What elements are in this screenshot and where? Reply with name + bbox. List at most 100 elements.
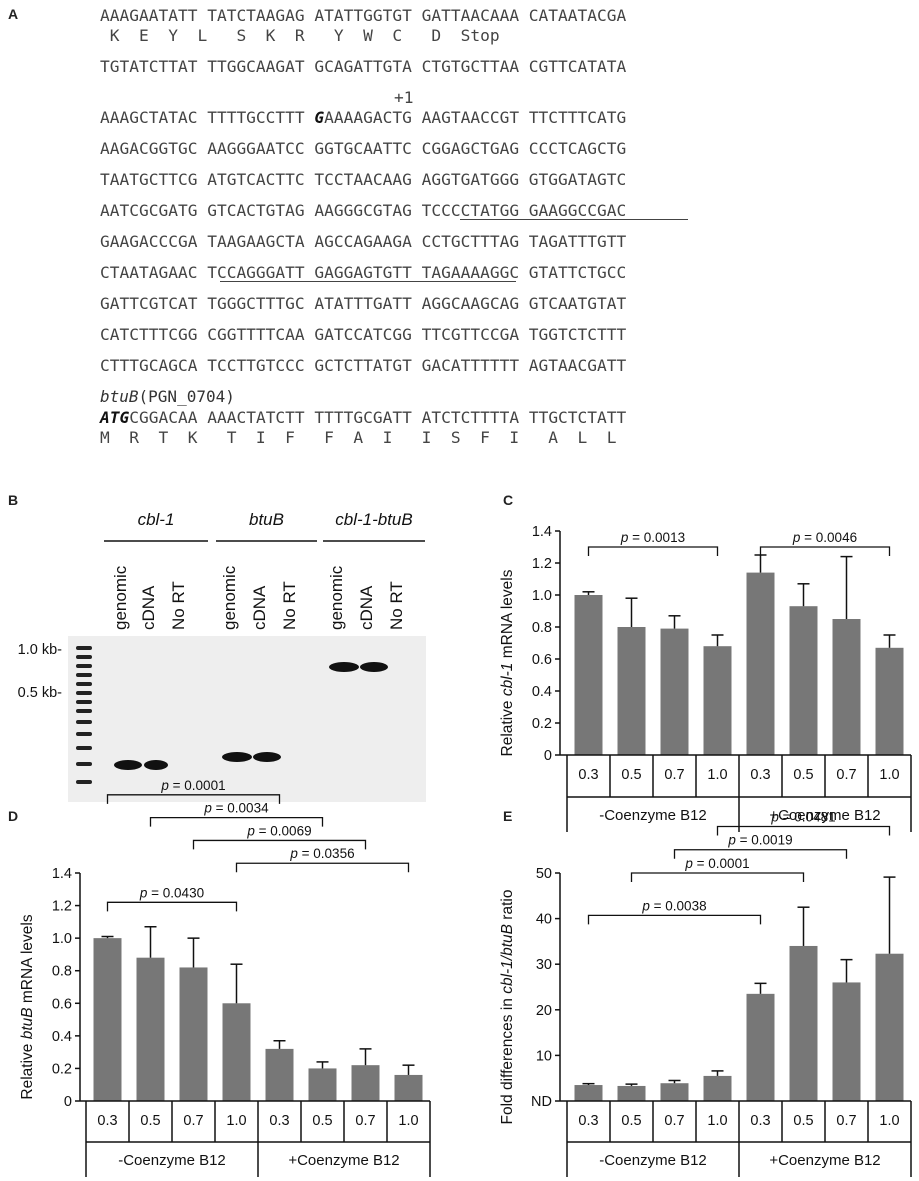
p-symbol: p <box>770 809 779 824</box>
lane-label: cDNA <box>250 585 269 630</box>
y-axis-label: Relative btuB mRNA levels <box>19 914 36 1099</box>
y-tick-label: 0.4 <box>52 1029 72 1045</box>
sequence-line: TGTATCTTAT TTGGCAAGAT GCAGATTGTA CTGTGCT… <box>100 57 627 76</box>
y-tick-label: 1.2 <box>532 556 552 572</box>
sequence-line: AAGACGGTGC AAGGGAATCC GGTGCAATTC CGGAGCT… <box>100 139 627 158</box>
p-value: = 0.0034 <box>212 801 269 816</box>
x-tick-label: 1.0 <box>879 767 899 783</box>
group-label: -Coenzyme B12 <box>599 807 707 824</box>
x-tick-label: 0.5 <box>621 767 641 783</box>
x-tick-label: 1.0 <box>707 1113 727 1129</box>
panel-label-b: B <box>8 492 19 508</box>
bar <box>308 1068 337 1101</box>
dna-band <box>144 760 168 770</box>
ladder-band <box>76 664 92 668</box>
chart-d: 0 0.2 0.4 0.6 0.8 1.0 1.2 1.4 Relative btuB mRNA… <box>19 778 431 1177</box>
p-symbol: p <box>246 823 255 838</box>
x-tick-label: 1.0 <box>226 1113 246 1129</box>
ladder-band <box>76 691 92 695</box>
sequence-line: CTAATAGAAC TCCAGGGATT GAGGAGTGTT TAGAAAA… <box>100 263 627 282</box>
gene-id: (PGN_0704) <box>138 387 235 406</box>
ladder-band <box>76 682 92 686</box>
ladder-band <box>76 762 92 766</box>
p-value-label: p = 0.0013 <box>620 530 685 545</box>
y-axis-label-part: ratio <box>499 890 516 924</box>
bar <box>136 957 165 1101</box>
y-tick-label: 40 <box>536 912 552 928</box>
bar <box>351 1065 380 1101</box>
lane-group-label: cbl-1 <box>138 510 175 529</box>
p-value-label: p = 0.0019 <box>727 833 792 848</box>
p-value-label: p = 0.0430 <box>139 885 204 900</box>
bar <box>660 628 689 755</box>
bar <box>660 1083 689 1101</box>
lane-label: No RT <box>280 581 299 630</box>
lane-label: genomic <box>220 565 239 630</box>
bar <box>875 647 904 755</box>
lane-label: No RT <box>169 581 188 630</box>
p-value-label: p = 0.0356 <box>289 846 354 861</box>
lane-label: cDNA <box>139 585 158 630</box>
sequence-line: AATCGCGATG GTCACTGTAG AAGGGCGTAG TCCCCTA… <box>100 201 627 220</box>
bar <box>789 945 818 1101</box>
primer-underline <box>220 281 516 282</box>
group-label: -Coenzyme B12 <box>599 1152 707 1169</box>
x-tick-label: 0.3 <box>578 1113 598 1129</box>
x-tick-label: 0.3 <box>269 1113 289 1129</box>
bar <box>179 967 208 1101</box>
bar <box>93 938 122 1101</box>
sequence-line: TAATGCTTCG ATGTCACTTC TCCTAACAAG AGGTGAT… <box>100 170 627 189</box>
bar <box>832 619 861 755</box>
ladder-band <box>76 700 92 704</box>
sequence-line: CATCTTTCGG CGGTTTTCAA GATCCATCGG TTCGTTC… <box>100 325 627 344</box>
lane-group-label: btuB <box>249 510 284 529</box>
significance-bracket <box>716 825 891 836</box>
x-tick-label: 0.7 <box>836 1113 856 1129</box>
significance-bracket <box>759 546 891 556</box>
y-tick-label: 0.4 <box>532 684 552 700</box>
p-value: = 0.0430 <box>147 885 204 900</box>
dna-band <box>329 662 359 672</box>
y-axis-label-part: Relative <box>499 696 516 756</box>
p-value-label: p = 0.0038 <box>641 898 706 913</box>
ladder-band <box>76 780 92 784</box>
p-value: = 0.0069 <box>255 823 312 838</box>
panel-label-c: C <box>503 492 514 508</box>
p-symbol: p <box>160 778 169 793</box>
p-value: = 0.0019 <box>736 833 793 848</box>
y-axis-label-part: mRNA levels <box>19 914 36 1007</box>
y-tick-label: 1.0 <box>52 931 72 947</box>
y-tick-label: 1.2 <box>52 899 72 915</box>
y-tick-label: 0.6 <box>532 652 552 668</box>
transcription-start-base: G <box>314 108 325 127</box>
translation-line: M R T K T I F F A I I S F I A L L <box>100 428 617 447</box>
translation-line: K E Y L S K R Y W C D Stop <box>100 26 500 45</box>
gel-image <box>68 636 426 802</box>
bar <box>746 572 775 755</box>
ladder-band <box>76 746 92 750</box>
p-symbol: p <box>139 885 148 900</box>
size-marker: 0.5 kb- <box>18 685 62 701</box>
p-symbol: p <box>203 801 212 816</box>
p-value-label: p = 0.0001 <box>684 856 749 871</box>
group-label: +Coenzyme B12 <box>288 1152 399 1169</box>
x-tick-label: 0.5 <box>793 767 813 783</box>
p-value-label: p = 0.0001 <box>160 778 225 793</box>
significance-bracket <box>149 816 324 827</box>
dna-band <box>360 662 388 672</box>
x-tick-label: 0.3 <box>750 1113 770 1129</box>
group-label: -Coenzyme B12 <box>118 1152 226 1169</box>
lane-label: genomic <box>327 565 346 630</box>
significance-bracket <box>106 901 238 912</box>
start-codon: ATG <box>100 408 130 427</box>
ladder-band <box>76 646 92 650</box>
panel-label-e: E <box>503 808 513 824</box>
p-value: = 0.0001 <box>693 856 750 871</box>
y-axis-label-part: Fold differences in <box>499 994 516 1125</box>
y-axis-label-part: cbl-1 <box>499 663 516 697</box>
p-symbol: p <box>684 856 693 871</box>
p-value: = 0.0356 <box>298 846 355 861</box>
significance-bracket <box>673 849 848 859</box>
sequence-line: CTTTGCAGCA TCCTTGTCCC GCTCTTATGT GACATTT… <box>100 356 627 375</box>
p-symbol: p <box>727 833 736 848</box>
